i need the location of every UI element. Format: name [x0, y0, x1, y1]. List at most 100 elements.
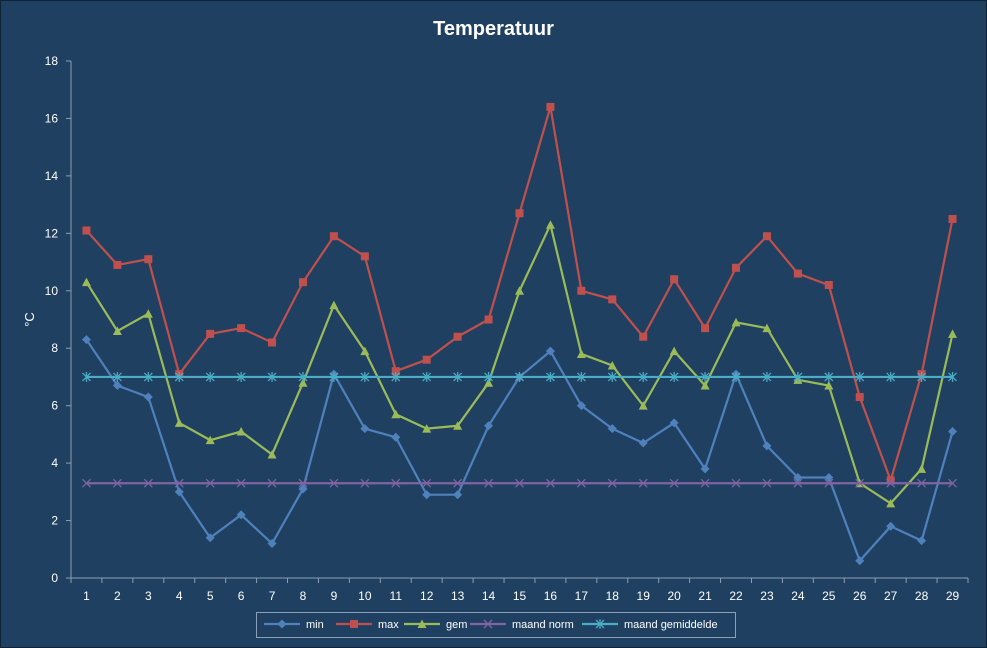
point-maand-norm: [298, 478, 308, 488]
point-maand-gemiddelde: [917, 371, 927, 382]
x-tick-label: 28: [915, 589, 929, 603]
point-maand-norm: [236, 478, 246, 488]
point-maand-gemiddelde: [422, 371, 432, 382]
point-max: [484, 315, 493, 324]
legend-marker-gem: [417, 619, 427, 628]
point-min: [267, 539, 277, 549]
y-tick-label: 0: [51, 571, 58, 585]
point-maand-gemiddelde: [143, 371, 153, 382]
point-gem: [515, 286, 524, 295]
x-tick-label: 5: [207, 589, 214, 603]
point-maand-norm: [329, 478, 339, 488]
x-tick-label: 20: [667, 589, 681, 603]
x-tick-label: 6: [238, 589, 245, 603]
x-tick-label: 13: [451, 589, 465, 603]
point-min: [422, 490, 432, 500]
point-gem: [360, 346, 370, 356]
point-maand-gemiddelde: [948, 371, 957, 382]
point-max: [886, 476, 895, 485]
point-maand-gemiddelde: [700, 371, 710, 382]
point-gem: [236, 427, 246, 436]
legend-marker-max: [350, 620, 358, 628]
point-gem: [917, 464, 927, 473]
point-maand-norm: [669, 478, 679, 488]
point-maand-gemiddelde: [453, 371, 463, 382]
point-min: [917, 536, 927, 546]
point-min: [638, 438, 648, 448]
point-maand-norm: [143, 478, 153, 488]
point-min: [762, 441, 772, 451]
point-gem: [638, 401, 648, 410]
point-maand-norm: [855, 478, 865, 488]
point-max: [360, 252, 369, 261]
point-maand-gemiddelde: [484, 371, 494, 382]
point-maand-gemiddelde: [82, 371, 91, 382]
x-tick-label: 15: [513, 589, 527, 603]
x-tick-label: 12: [420, 589, 434, 603]
point-min: [298, 484, 308, 494]
x-tick-label: 26: [853, 589, 867, 603]
point-max: [422, 355, 431, 364]
legend-label-gem: gem: [446, 619, 467, 631]
point-maand-norm: [886, 478, 896, 488]
point-min: [81, 335, 91, 345]
legend-label-min: min: [306, 619, 324, 631]
point-max: [268, 338, 277, 347]
x-tick-label: 17: [575, 589, 589, 603]
point-gem: [886, 498, 896, 508]
point-min: [112, 381, 122, 391]
point-maand-gemiddelde: [205, 371, 215, 382]
x-tick-label: 29: [946, 589, 960, 603]
x-tick-label: 1: [83, 589, 90, 603]
series-line-gem: [85, 221, 954, 505]
y-axis-label: °C: [22, 312, 37, 327]
x-tick-label: 19: [637, 589, 651, 603]
point-max: [762, 232, 771, 241]
point-gem: [391, 409, 401, 419]
point-min: [453, 490, 463, 500]
point-gem: [422, 424, 432, 433]
legend-label-max: max: [378, 619, 399, 631]
point-gem: [453, 421, 463, 430]
point-maand-norm: [793, 478, 803, 488]
point-gem: [298, 378, 308, 387]
point-max: [515, 209, 524, 218]
legend-label-maand-gemiddelde: maand gemiddelde: [624, 619, 718, 631]
legend-label-maand-norm: maand norm: [512, 619, 574, 631]
point-min: [700, 464, 710, 474]
point-min: [391, 432, 401, 442]
point-min: [793, 472, 803, 482]
point-gem: [81, 277, 91, 287]
x-tick-label: 11: [390, 589, 403, 603]
point-maand-gemiddelde: [638, 371, 648, 382]
point-min: [948, 427, 958, 437]
point-maand-gemiddelde: [360, 371, 370, 382]
point-maand-norm: [762, 478, 772, 488]
y-tick-label: 2: [51, 514, 58, 528]
x-tick-label: 2: [114, 589, 121, 603]
point-maand-gemiddelde: [515, 371, 524, 382]
point-maand-norm: [948, 478, 957, 488]
y-tick-label: 4: [51, 456, 58, 470]
point-max: [237, 324, 246, 333]
point-min: [855, 556, 865, 566]
point-maand-norm: [360, 478, 370, 488]
point-max: [793, 269, 802, 278]
point-gem: [948, 329, 958, 338]
x-tick-label: 22: [729, 589, 743, 603]
point-gem: [174, 418, 184, 427]
point-maand-gemiddelde: [886, 371, 896, 382]
point-max: [670, 275, 679, 284]
point-maand-gemiddelde: [793, 371, 803, 382]
y-tick-label: 6: [51, 399, 58, 413]
point-maand-gemiddelde: [762, 371, 772, 382]
point-maand-norm: [422, 478, 432, 488]
point-max: [329, 232, 338, 241]
point-max: [82, 226, 91, 235]
point-min: [886, 521, 896, 531]
point-gem: [112, 326, 122, 335]
point-maand-gemiddelde: [545, 371, 555, 382]
point-max: [113, 260, 122, 269]
